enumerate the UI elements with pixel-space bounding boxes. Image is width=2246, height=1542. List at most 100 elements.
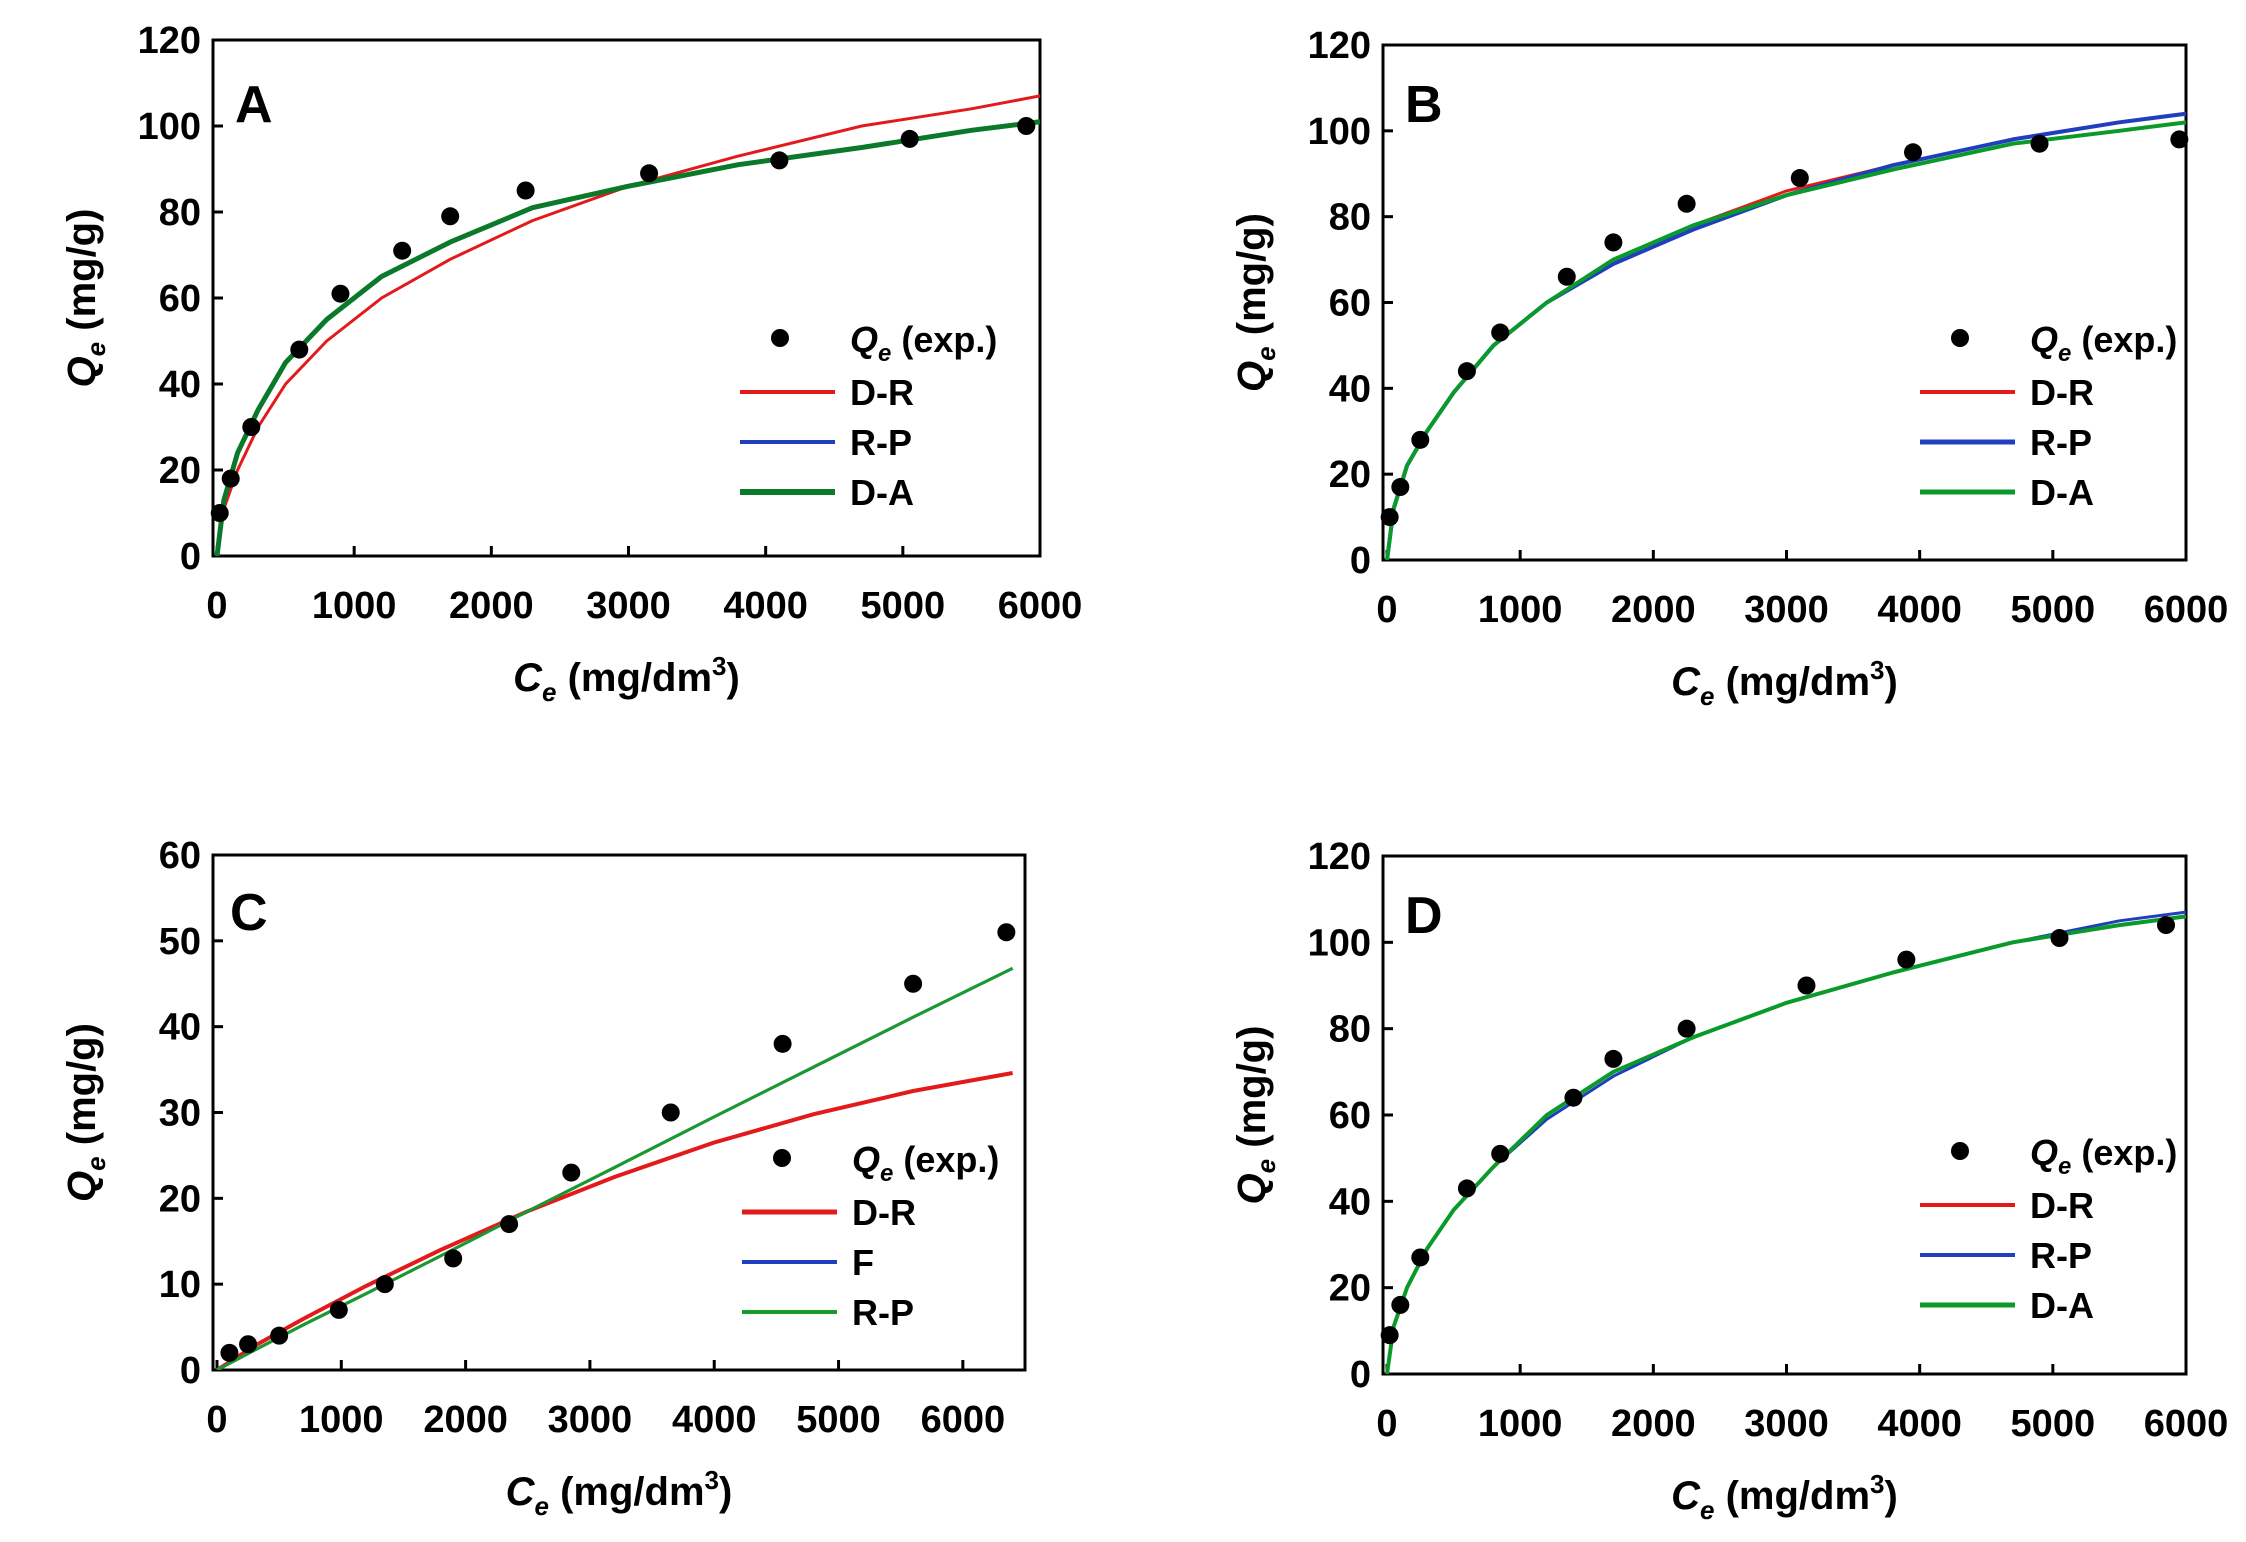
data-point <box>773 1034 792 1053</box>
x-tick-label: 3000 <box>586 585 671 627</box>
legend-marker-points <box>773 1149 791 1167</box>
legend-q: Q <box>852 1139 880 1180</box>
legend-label-r-p: R-P <box>852 1292 914 1333</box>
data-point <box>220 1343 239 1362</box>
x-axis-title-close: ) <box>727 656 740 700</box>
y-axis-title-a: Qe (mg/g) <box>60 209 111 388</box>
data-point <box>1411 430 1430 449</box>
x-axis-title-sub: e <box>1700 1495 1714 1525</box>
x-axis-title-close: ) <box>1885 660 1898 704</box>
x-axis-title-close: ) <box>1885 1474 1898 1518</box>
x-tick-label: 6000 <box>921 1399 1006 1441</box>
data-point <box>1380 508 1399 527</box>
y-tick-label: 40 <box>1329 368 1371 410</box>
x-axis-title-c: C <box>506 1470 536 1514</box>
data-point <box>1790 169 1809 188</box>
y-tick-label: 0 <box>1350 540 1371 582</box>
data-point <box>1897 950 1916 969</box>
y-tick-label: 80 <box>1329 197 1371 239</box>
data-point <box>239 1335 258 1354</box>
y-axis-title-sub: e <box>81 342 111 356</box>
series-line-d-r <box>215 94 1040 556</box>
y-tick-label: 40 <box>159 1007 201 1049</box>
data-point <box>1797 976 1816 995</box>
legend-label-points: Qe (exp.) <box>2030 1132 2177 1180</box>
x-tick-label: 0 <box>1376 1403 1397 1445</box>
legend-exp: (exp.) <box>893 1139 999 1180</box>
x-tick-label: 4000 <box>672 1399 757 1441</box>
x-tick-label: 5000 <box>2011 589 2096 631</box>
y-tick-label: 20 <box>159 1178 201 1220</box>
data-point <box>221 469 240 488</box>
data-point <box>1391 478 1410 497</box>
y-axis-title-unit: (mg/g) <box>1230 1026 1274 1159</box>
y-axis-title-q: Q <box>1230 361 1274 392</box>
data-point <box>2030 134 2049 153</box>
data-point <box>290 340 309 359</box>
y-axis-title-sub: e <box>1251 346 1281 360</box>
legend-a: Qe (exp.) D-R R-P D-A <box>740 319 997 513</box>
series-line-d-a <box>1385 120 2186 560</box>
legend-marker-points <box>1951 329 1969 347</box>
y-tick-label: 20 <box>1329 1268 1371 1310</box>
data-point <box>242 418 261 436</box>
x-axis-title-d: Ce (mg/dm3) <box>1671 1469 1898 1525</box>
legend-q: Q <box>2030 319 2058 360</box>
data-point <box>900 129 919 148</box>
data-point <box>444 1249 463 1268</box>
legend-q: Q <box>2030 1132 2058 1173</box>
x-tick-label: 3000 <box>1744 589 1829 631</box>
y-tick-label: 120 <box>1308 25 1371 67</box>
data-point <box>1017 117 1036 135</box>
legend-label-d-r: D-R <box>2030 1185 2094 1226</box>
x-axis-title-b: Ce (mg/dm3) <box>1671 655 1898 711</box>
panel-d: 0 20 40 60 80 100 120 0 1000 2000 3000 4000 5000 6000… <box>1230 836 2228 1525</box>
y-tick-label: 100 <box>138 106 201 148</box>
y-axis-title-unit: (mg/g) <box>1230 213 1274 346</box>
data-point <box>1604 233 1623 252</box>
data-point <box>2157 916 2176 935</box>
x-tick-label: 6000 <box>998 585 1083 627</box>
x-axis-title-unit: (mg/dm <box>549 1470 705 1514</box>
data-point <box>1677 194 1696 213</box>
y-tick-label: 50 <box>159 921 201 963</box>
x-axis-title-sub: e <box>535 1491 549 1521</box>
x-tick-label: 2000 <box>423 1399 508 1441</box>
y-tick-label: 60 <box>1329 283 1371 325</box>
data-point <box>210 504 229 522</box>
x-tick-label: 3000 <box>548 1399 633 1441</box>
x-tick-label: 6000 <box>2144 589 2229 631</box>
y-axis-title-c: Qe (mg/g) <box>60 1023 111 1202</box>
legend-sub: e <box>2058 1153 2071 1180</box>
y-tick-label: 0 <box>1350 1354 1371 1396</box>
data-point <box>331 284 350 303</box>
y-tick-label: 80 <box>1329 1009 1371 1051</box>
y-tick-label: 20 <box>159 450 201 492</box>
x-tick-label: 4000 <box>1877 1403 1962 1445</box>
data-point <box>1380 1326 1399 1345</box>
x-axis-title-unit: (mg/dm <box>1715 1474 1871 1518</box>
legend-c: Qe (exp.) D-R F R-P <box>742 1139 999 1333</box>
legend-q: Q <box>850 319 878 360</box>
x-tick-label: 1000 <box>299 1399 384 1441</box>
x-axis-title-c: Ce (mg/dm3) <box>506 1465 733 1521</box>
legend-label-d-r: D-R <box>852 1192 916 1233</box>
y-tick-label: 120 <box>1308 836 1371 878</box>
legend-sub: e <box>880 1160 893 1187</box>
data-point <box>270 1326 289 1345</box>
data-point <box>1564 1088 1583 1107</box>
legend-label-d-r: D-R <box>2030 372 2094 413</box>
data-point <box>770 151 789 170</box>
x-axis-title-unit: (mg/dm <box>557 656 713 700</box>
legend-exp: (exp.) <box>2071 319 2177 360</box>
x-axis-title-a: Ce (mg/dm3) <box>513 651 740 707</box>
x-axis-title-close: ) <box>719 1470 732 1514</box>
legend-exp: (exp.) <box>891 319 997 360</box>
legend-label-r-p: R-P <box>2030 422 2092 463</box>
y-tick-label: 80 <box>159 192 201 234</box>
x-axis-title-sup: 3 <box>1870 1469 1884 1499</box>
x-axis-title-sup: 3 <box>705 1465 719 1495</box>
y-tick-label: 100 <box>1308 922 1371 964</box>
x-tick-label: 1000 <box>1478 1403 1563 1445</box>
